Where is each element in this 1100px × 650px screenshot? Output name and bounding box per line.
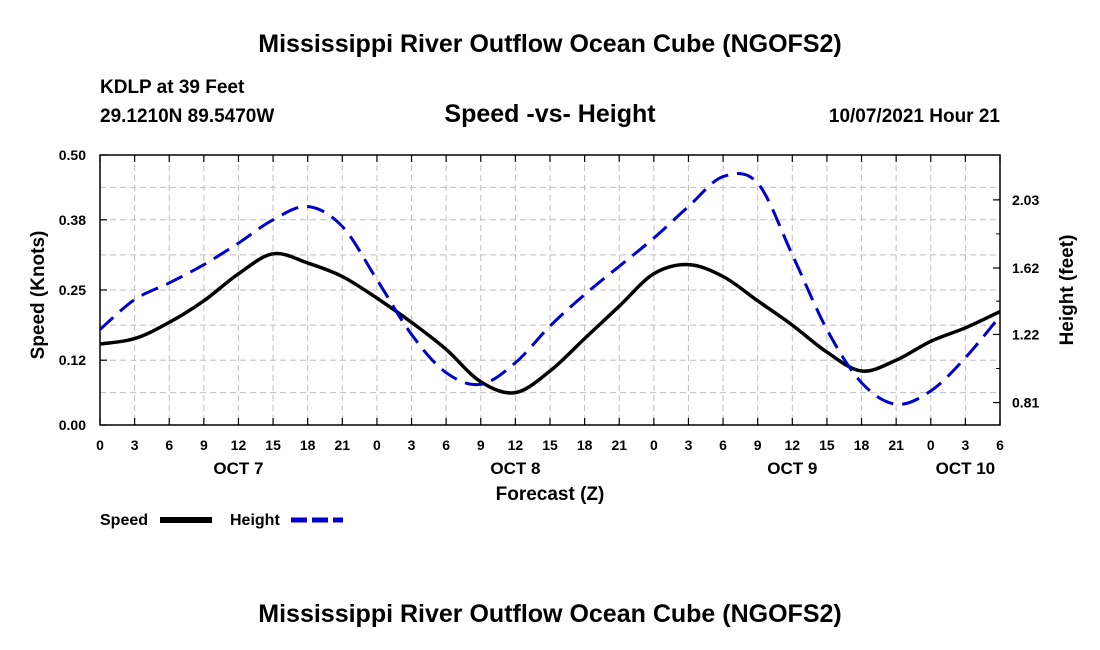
x-tick-label: 3 (961, 437, 969, 453)
legend: Speed Height (100, 512, 343, 529)
station-label: KDLP at 39 Feet (100, 77, 245, 98)
series-line-height (99, 172, 1002, 406)
x-tick-label: 9 (754, 437, 762, 453)
forecast-datetime: 10/07/2021 Hour 21 (828, 106, 1000, 127)
x-tick-label: 21 (888, 437, 904, 453)
axis-labels: 0 3 6 9 12 15 18 21 0 3 6 9 12 15 18 21 0 3 6 9 12 15 18 21 0 3 6O… (28, 147, 1078, 505)
y2-tick-label: 0.81 (1012, 395, 1039, 411)
y-tick-label: 0.25 (59, 282, 86, 298)
series-line-speed (99, 251, 1001, 395)
y-tick-label: 0.50 (59, 147, 86, 163)
x-tick-label: 15 (265, 437, 281, 453)
x-tick-label: 21 (611, 437, 627, 453)
series-lines (99, 172, 1002, 406)
x-tick-label: 3 (685, 437, 693, 453)
x-tick-label: 3 (131, 437, 139, 453)
x-tick-label: 18 (577, 437, 593, 453)
x-tick-label: 18 (300, 437, 316, 453)
x-tick-label: 12 (508, 437, 524, 453)
x-tick-label: 12 (785, 437, 801, 453)
legend-label-height: Height (230, 512, 280, 529)
x-tick-label: 9 (200, 437, 208, 453)
x-day-label: OCT 9 (767, 459, 817, 478)
y2-tick-label: 1.62 (1012, 260, 1039, 276)
x-tick-label: 6 (719, 437, 727, 453)
x-day-label: OCT 8 (490, 459, 540, 478)
x-tick-label: 6 (996, 437, 1004, 453)
x-tick-label: 0 (650, 437, 658, 453)
x-tick-label: 21 (335, 437, 351, 453)
chart-title: Mississippi River Outflow Ocean Cube (NG… (258, 30, 842, 58)
y-tick-label: 0.12 (59, 352, 86, 368)
y2-tick-label: 1.22 (1012, 326, 1039, 342)
x-tick-label: 6 (442, 437, 450, 453)
x-tick-label: 15 (542, 437, 558, 453)
x-tick-label: 0 (373, 437, 381, 453)
grid-lines (100, 155, 1000, 425)
x-tick-label: 15 (819, 437, 835, 453)
x-tick-label: 0 (927, 437, 935, 453)
x-axis-title: Forecast (Z) (496, 484, 605, 505)
axes (99, 154, 1001, 426)
station-coordinates: 29.1210N 89.5470W (100, 106, 275, 127)
x-tick-label: 6 (165, 437, 173, 453)
y-axis-title: Speed (Knots) (28, 231, 49, 360)
y-tick-label: 0.38 (59, 212, 86, 228)
x-day-label: OCT 7 (213, 459, 263, 478)
x-tick-label: 12 (231, 437, 247, 453)
x-day-label: OCT 10 (936, 459, 996, 478)
x-tick-label: 0 (96, 437, 104, 453)
footer-title: Mississippi River Outflow Ocean Cube (NG… (258, 600, 842, 628)
x-tick-label: 9 (477, 437, 485, 453)
x-tick-label: 3 (408, 437, 416, 453)
x-tick-label: 18 (854, 437, 870, 453)
legend-label-speed: Speed (100, 512, 148, 529)
y-tick-label: 0.00 (59, 417, 86, 433)
y2-tick-label: 2.03 (1012, 192, 1039, 208)
chart-subtitle: Speed -vs- Height (444, 100, 656, 128)
y2-axis-title: Height (feet) (1057, 235, 1078, 346)
